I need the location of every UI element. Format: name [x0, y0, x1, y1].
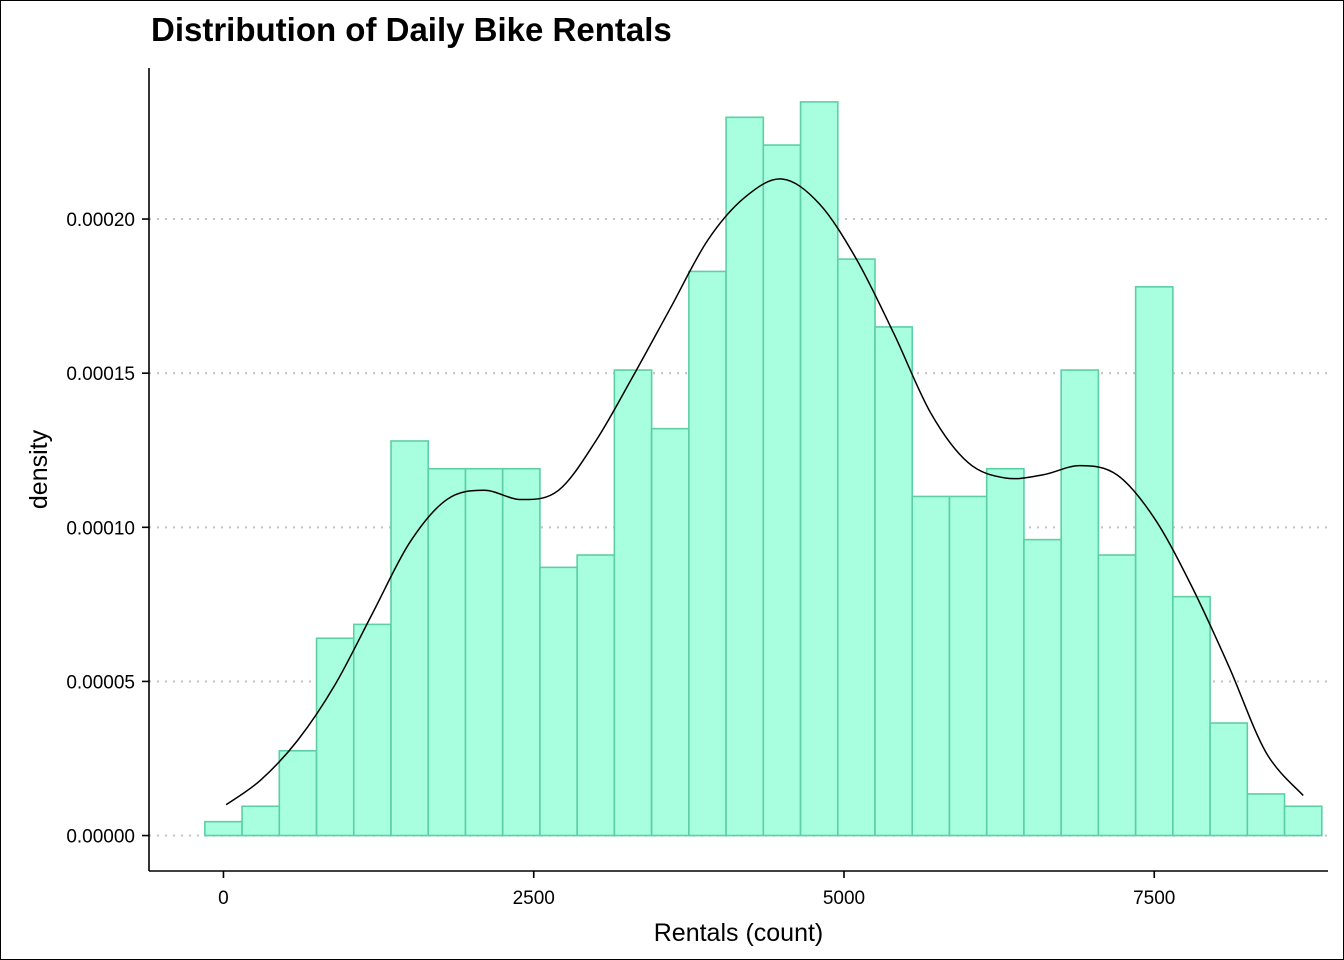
histogram-bar — [799, 101, 839, 837]
x-axis-title: Rentals (count) — [654, 919, 824, 947]
histogram-bar — [1209, 722, 1249, 837]
tick-labels: 0 2500 5000 7500 0.00000 0.00005 0.00010 0.0001… — [66, 210, 1175, 909]
histogram-bar — [874, 326, 914, 837]
histogram-bar — [539, 566, 578, 837]
histogram-bar — [576, 554, 616, 837]
y-tick-label: 0.00020 — [66, 210, 135, 231]
histogram-bar — [725, 116, 765, 837]
histogram-bar — [1023, 538, 1062, 837]
density-curve-layer — [225, 178, 1304, 806]
histogram-bars — [204, 101, 1323, 837]
histogram-bar — [688, 270, 727, 837]
x-tick-label: 2500 — [513, 888, 555, 909]
histogram-bar — [1060, 369, 1100, 837]
histogram-bar — [1172, 595, 1211, 837]
y-tick-label: 0.00005 — [66, 672, 135, 693]
x-tick-label: 0 — [218, 888, 229, 909]
histogram-bar — [1097, 554, 1137, 837]
y-tick-label: 0.00015 — [66, 364, 135, 385]
histogram-bar — [985, 467, 1025, 837]
histogram-bar — [352, 623, 392, 837]
chart-title: Distribution of Daily Bike Rentals — [151, 11, 672, 48]
density-curve — [225, 178, 1304, 806]
histogram-bar — [241, 805, 281, 837]
y-tick-label: 0.00000 — [66, 827, 135, 848]
histogram-bar — [1246, 793, 1286, 837]
histogram-bar — [650, 427, 690, 837]
histogram-bar — [427, 467, 467, 837]
histogram-bar — [278, 749, 318, 837]
histogram-bar — [204, 820, 243, 837]
histogram-bar — [1134, 286, 1174, 837]
y-axis-title: density — [25, 429, 53, 509]
histogram-bar — [613, 369, 653, 837]
histogram-bar — [464, 467, 504, 837]
histogram-bar — [762, 144, 802, 837]
histogram-bar — [911, 495, 951, 837]
histogram-bar — [315, 637, 355, 837]
histogram-bar — [390, 440, 430, 837]
histogram-bar — [501, 467, 541, 837]
x-tick-label: 5000 — [823, 888, 865, 909]
histogram-bar — [948, 495, 988, 837]
x-tick-label: 7500 — [1133, 888, 1175, 909]
histogram-bar — [836, 258, 876, 837]
y-tick-label: 0.00010 — [66, 518, 135, 539]
histogram-bar — [1283, 805, 1323, 837]
axes — [142, 68, 1328, 878]
